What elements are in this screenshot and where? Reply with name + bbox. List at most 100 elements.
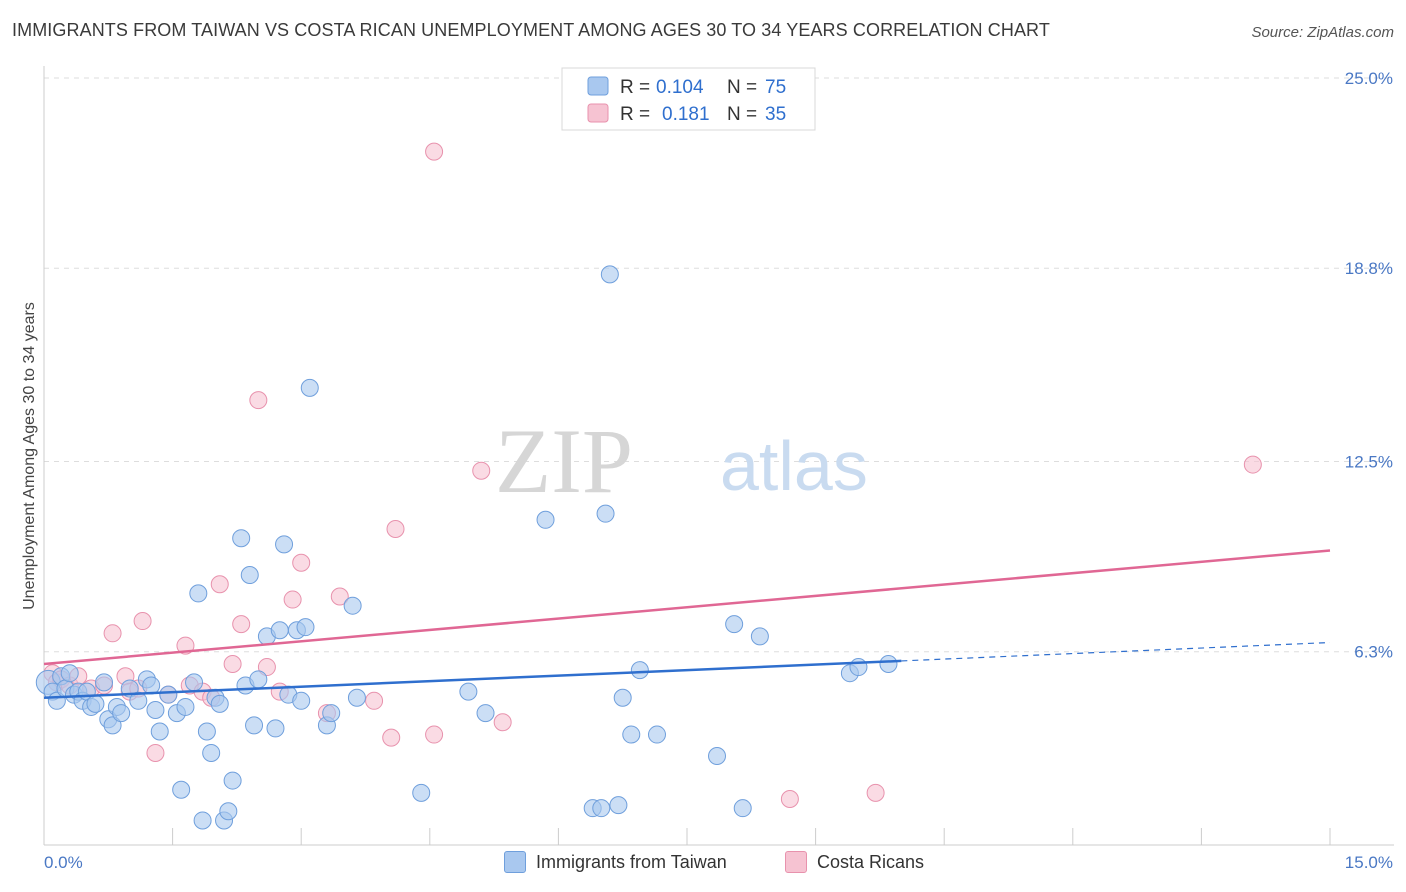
costa-ricans-point: [493, 713, 512, 732]
taiwan-point: [592, 799, 611, 818]
costa-ricans-point: [103, 624, 122, 643]
taiwan-point: [459, 682, 478, 701]
costa-ricans-point: [330, 587, 349, 606]
watermark-zip: ZIP: [495, 410, 633, 512]
taiwan-point: [300, 378, 319, 397]
bottom-legend-swatch-costa: [785, 851, 807, 873]
costa-ricans-point: [133, 612, 152, 631]
taiwan-point: [146, 701, 165, 720]
costa-ricans-point: [257, 658, 276, 677]
y-tick-label: 25.0%: [1345, 69, 1393, 88]
taiwan-point: [232, 529, 251, 548]
bottom-legend-swatch-taiwan: [504, 851, 526, 873]
taiwan-point: [322, 704, 341, 723]
trend-lines: [43, 549, 1331, 699]
costa-ricans-point: [472, 461, 491, 480]
taiwan-point: [197, 722, 216, 741]
y-tick-label: 6.3%: [1354, 643, 1393, 662]
bottom-legend: Immigrants from Taiwan Costa Ricans: [0, 851, 1406, 879]
taiwan-point: [536, 510, 555, 529]
bottom-legend-label-taiwan: Immigrants from Taiwan: [536, 851, 727, 872]
taiwan-point: [292, 691, 311, 710]
taiwan-point: [849, 658, 868, 677]
costa-ricans-point: [146, 743, 165, 762]
taiwan-point: [60, 664, 79, 683]
taiwan-point: [249, 670, 268, 689]
x-tick-label-max: 15.0%: [1345, 853, 1393, 872]
taiwan-point: [750, 627, 769, 646]
taiwan-trend-extension: [901, 641, 1331, 662]
taiwan-point: [142, 676, 161, 695]
taiwan-point: [647, 725, 666, 744]
taiwan-points: [35, 265, 898, 830]
taiwan-point: [129, 691, 148, 710]
taiwan-point: [879, 654, 898, 673]
bottom-legend-item-costa: Costa Ricans: [785, 851, 924, 873]
taiwan-point: [725, 615, 744, 634]
source-credit: Source: ZipAtlas.com: [1251, 24, 1394, 41]
legend-n-value-taiwan: 75: [765, 77, 786, 98]
taiwan-point: [708, 747, 727, 766]
taiwan-point: [266, 719, 285, 738]
taiwan-point: [630, 661, 649, 680]
costa-ricans-point: [210, 575, 229, 594]
grid-layer: [44, 77, 1394, 653]
taiwan-point: [600, 265, 619, 284]
costa-ricans-point: [386, 519, 405, 538]
costa-ricans-point: [365, 691, 384, 710]
chart-title: IMMIGRANTS FROM TAIWAN VS COSTA RICAN UN…: [12, 20, 1050, 40]
taiwan-point: [270, 621, 289, 640]
legend-swatch-taiwan: [587, 76, 609, 96]
costa-ricans-point: [780, 789, 799, 808]
costa-ricans-point: [1243, 455, 1262, 474]
legend-r-value-taiwan: 0.104: [656, 77, 704, 98]
x-tick-label-min: 0.0%: [44, 853, 83, 872]
top-legend: R = 0.104 N = 75 R = 0.181 N = 35: [561, 67, 816, 131]
taiwan-point: [240, 566, 259, 585]
legend-r-label-taiwan: R =: [620, 77, 650, 98]
costa-ricans-point: [249, 391, 268, 410]
taiwan-point: [275, 535, 294, 554]
legend-swatch-costa: [587, 103, 609, 123]
costa-ricans-point: [223, 654, 242, 673]
taiwan-point: [596, 504, 615, 523]
legend-n-value-costa: 35: [765, 104, 786, 125]
taiwan-point: [613, 688, 632, 707]
y-tick-label: 18.8%: [1345, 259, 1393, 278]
costa-ricans-point: [176, 636, 195, 655]
taiwan-point: [476, 704, 495, 723]
axis-layer: 6.3% 12.5% 18.8% 25.0% 0.0% 15.0%: [43, 66, 1394, 872]
taiwan-point: [622, 725, 641, 744]
taiwan-point: [185, 673, 204, 692]
costa-ricans-trend-line: [43, 549, 1331, 666]
y-tick-label: 12.5%: [1345, 453, 1393, 472]
taiwan-point: [412, 783, 431, 802]
taiwan-point: [103, 716, 122, 735]
legend-r-value-costa: 0.181: [662, 104, 710, 125]
taiwan-point: [189, 584, 208, 603]
bottom-legend-item-taiwan: Immigrants from Taiwan: [504, 851, 727, 873]
taiwan-point: [159, 685, 178, 704]
taiwan-point: [202, 743, 221, 762]
taiwan-point: [95, 673, 114, 692]
costa-ricans-point: [866, 783, 885, 802]
watermark: ZIP atlas: [495, 410, 868, 512]
taiwan-point: [296, 618, 315, 637]
costa-ricans-point: [232, 615, 251, 634]
legend-n-label-taiwan: N =: [727, 77, 757, 98]
taiwan-point: [193, 811, 212, 830]
costa-ricans-point: [292, 553, 311, 572]
legend-n-label-costa: N =: [727, 104, 757, 125]
taiwan-point: [86, 694, 105, 713]
taiwan-point: [112, 704, 131, 723]
taiwan-point: [223, 771, 242, 790]
taiwan-trend-line: [43, 659, 902, 699]
bottom-legend-label-costa: Costa Ricans: [817, 851, 925, 872]
taiwan-point: [609, 796, 628, 815]
watermark-atlas: atlas: [720, 427, 868, 505]
taiwan-point: [210, 694, 229, 713]
costa-ricans-point: [425, 142, 444, 161]
taiwan-point: [150, 722, 169, 741]
taiwan-point: [343, 596, 362, 615]
